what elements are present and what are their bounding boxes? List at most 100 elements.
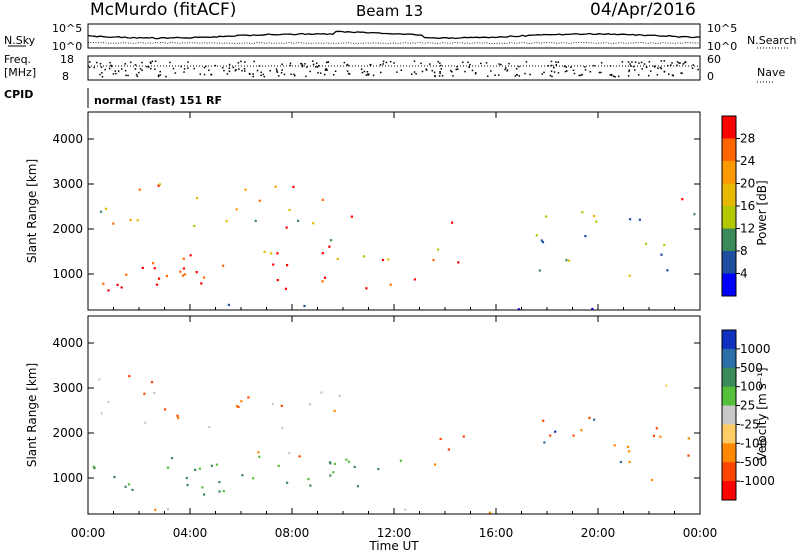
echo-cell	[292, 185, 295, 188]
echo-cell	[153, 391, 156, 394]
colorbar-tick-label: 12	[740, 222, 755, 236]
echo-cell	[270, 252, 273, 255]
velocity-y-ticks: 4000 3000 2000 1000	[52, 336, 700, 485]
freq-dot	[670, 64, 672, 66]
echo-cell	[399, 459, 402, 462]
freq-dot	[293, 73, 295, 76]
freq-dot	[598, 71, 601, 74]
echo-cell	[457, 261, 460, 264]
colorbar-segment	[722, 424, 736, 444]
freq-dot	[434, 75, 436, 78]
echo-cell	[176, 414, 179, 417]
y-tick-label: 2000	[52, 426, 83, 440]
x-axis-label: Time UT	[368, 539, 419, 553]
echo-cell	[120, 286, 123, 289]
echo-cell	[462, 435, 465, 438]
echo-cell	[136, 219, 139, 222]
freq-dot	[425, 68, 427, 71]
freq-dot	[365, 74, 368, 76]
power-y-ticks: 4000 3000 2000 1000	[52, 132, 700, 281]
freq-dot	[452, 75, 454, 77]
freq-dot	[240, 60, 242, 63]
echo-cell	[235, 404, 238, 408]
echo-cell	[320, 391, 323, 394]
freq-dot	[547, 65, 550, 67]
colorbar-segment	[722, 206, 736, 229]
x-tick-label: 08:00	[275, 526, 310, 540]
echo-cell	[164, 408, 167, 411]
freq-dot	[385, 61, 388, 64]
echo-cell	[263, 250, 266, 253]
echo-cell	[362, 255, 365, 258]
echo-cell	[588, 416, 591, 419]
freq-dot	[456, 65, 458, 68]
date-label: 04/Apr/2016	[590, 0, 696, 20]
echo-cell	[413, 278, 416, 281]
freq-dot	[203, 66, 206, 69]
freq-dot	[429, 63, 431, 65]
freq-dot	[553, 71, 556, 73]
freq-dot	[551, 75, 553, 78]
echo-cell	[186, 484, 189, 487]
echo-cell	[195, 271, 198, 274]
y-tick-label: 3000	[52, 177, 83, 191]
freq-dot	[410, 73, 413, 76]
echo-cell	[629, 218, 632, 221]
echo-cell	[285, 226, 288, 229]
echo-cell	[389, 283, 392, 286]
freq-dot	[304, 63, 306, 65]
freq-dot	[289, 64, 292, 67]
echo-cell	[107, 289, 110, 292]
freq-dot	[396, 71, 398, 73]
freq-dot	[617, 75, 620, 78]
freq-dot	[637, 74, 640, 76]
freq-dot	[283, 73, 286, 76]
freq-dot	[276, 70, 278, 72]
freq-dot	[638, 62, 640, 64]
echo-cell	[540, 239, 543, 242]
power-scatter	[99, 183, 696, 311]
freq-dot	[498, 74, 500, 76]
echo-cell	[437, 248, 440, 251]
freq-dot	[100, 66, 103, 68]
echo-cell	[138, 188, 141, 191]
echo-cell	[660, 253, 663, 256]
x-tick-label: 04:00	[173, 526, 208, 540]
freq-dot	[238, 68, 240, 70]
freq-dot	[660, 60, 663, 62]
echo-cell	[276, 252, 279, 255]
echo-cell	[681, 198, 684, 201]
freq-dot	[467, 61, 469, 64]
freq-dot	[498, 63, 500, 65]
freq-dot	[647, 74, 650, 77]
freq-dot	[228, 67, 231, 70]
freq-dot	[127, 74, 129, 77]
noise-tick-right-top: 10^5	[707, 22, 737, 35]
echo-cell	[241, 474, 244, 477]
echo-cell	[257, 451, 260, 454]
echo-cell	[166, 508, 169, 511]
echo-cell	[356, 485, 359, 488]
freq-dot	[580, 74, 582, 77]
freq-dot	[413, 71, 416, 73]
freq-dot	[573, 72, 576, 75]
freq-dot	[570, 66, 572, 68]
echo-cell	[222, 490, 225, 493]
freq-dot	[555, 64, 558, 66]
echo-cell	[308, 403, 311, 406]
freq-dot	[366, 71, 369, 73]
freq-dot	[518, 65, 520, 68]
echo-cell	[203, 276, 206, 279]
freq-dot	[260, 71, 262, 74]
echo-cell	[131, 488, 134, 491]
echo-cell	[447, 448, 450, 451]
colorbar-tick-label: -500	[740, 455, 767, 469]
echo-cell	[365, 287, 368, 290]
freq-dot	[110, 64, 112, 67]
freq-dot	[439, 72, 441, 75]
freq-dot	[275, 68, 278, 70]
freq-dot	[187, 67, 189, 69]
echo-cell	[584, 235, 587, 238]
freq-dot	[676, 64, 678, 67]
